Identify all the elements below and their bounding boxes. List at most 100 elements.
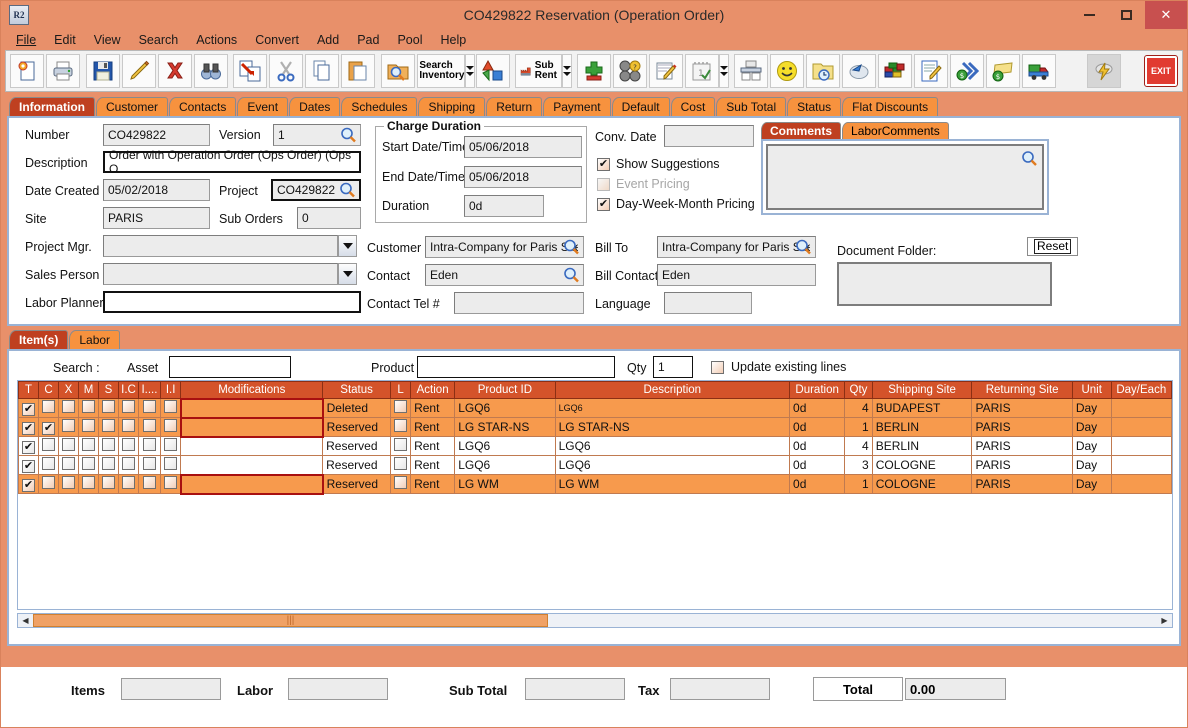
edit-button[interactable]	[121, 54, 156, 88]
row-checkbox-x[interactable]	[62, 419, 75, 432]
row-checkbox-c[interactable]	[42, 476, 55, 489]
minimize-button[interactable]	[1071, 1, 1108, 29]
show-suggestions-checkbox[interactable]: ✔	[597, 157, 610, 171]
sales-person-combo[interactable]	[103, 263, 357, 285]
tab-items[interactable]: Item(s)	[9, 330, 69, 349]
cell-description[interactable]: LGQ6	[554, 436, 791, 456]
tab-sub-total[interactable]: Sub Total	[716, 97, 787, 116]
row-checkbox-l[interactable]	[394, 457, 408, 470]
cell-day_each[interactable]	[1110, 398, 1172, 418]
row-checkbox-l[interactable]	[394, 476, 408, 489]
find-button[interactable]	[193, 54, 228, 88]
grid-header-l[interactable]: L	[390, 381, 412, 399]
project-mgr-field[interactable]	[103, 235, 338, 257]
tab-payment[interactable]: Payment	[543, 97, 611, 116]
table-row[interactable]: ✔ Reserved Rent LG WM LG WM 0d 1 COLOGNE PARIS Da…	[18, 473, 1172, 495]
project-field[interactable]: CO429822	[271, 179, 361, 201]
cell-day_each[interactable]	[1110, 455, 1172, 475]
cell-ii[interactable]	[159, 417, 182, 437]
cell-product_id[interactable]: LG WM	[454, 474, 556, 494]
truck-button[interactable]	[1021, 54, 1056, 88]
folder-clock-button[interactable]	[805, 54, 840, 88]
cell-x[interactable]	[58, 417, 79, 437]
scroll-left-icon[interactable]: ◀	[22, 616, 29, 625]
qty-input[interactable]: 1	[653, 356, 693, 378]
update-existing-checkbox[interactable]	[711, 360, 724, 374]
row-checkbox-m[interactable]	[82, 476, 95, 489]
cell-qty[interactable]: 4	[844, 436, 873, 456]
cell-duration[interactable]: 0d	[789, 417, 846, 437]
cell-l[interactable]	[390, 417, 412, 437]
cell-unit[interactable]: Day	[1071, 474, 1112, 494]
row-checkbox-ic[interactable]	[122, 476, 135, 489]
tab-dates[interactable]: Dates	[289, 97, 341, 116]
row-checkbox-ii[interactable]	[164, 438, 178, 451]
save-button[interactable]	[85, 54, 120, 88]
row-checkbox-ii[interactable]	[163, 400, 177, 413]
smiley-button[interactable]	[769, 54, 804, 88]
print-button[interactable]	[46, 54, 80, 88]
cell-status[interactable]: Reserved	[322, 474, 392, 494]
cell-m[interactable]	[78, 436, 99, 456]
cell-duration[interactable]: 0d	[789, 455, 846, 475]
delete-button[interactable]	[157, 54, 192, 88]
customer-field[interactable]: Intra-Company for Paris Site	[425, 236, 584, 258]
cell-day_each[interactable]	[1110, 436, 1172, 456]
end-date-field[interactable]: 05/06/2018	[464, 166, 582, 188]
cell-x[interactable]	[58, 474, 79, 494]
exit-button[interactable]: EXIT	[1144, 54, 1178, 88]
asset-input[interactable]	[169, 356, 291, 378]
tab-default[interactable]: Default	[611, 97, 670, 116]
cell-description[interactable]: LG STAR-NS	[554, 417, 791, 437]
sub-rent-button[interactable]: Sub Rent	[515, 54, 563, 88]
grid-hscrollbar[interactable]: ◀ ||| ▶	[17, 613, 1173, 628]
report-edit-button[interactable]	[913, 54, 948, 88]
cell-shipping_site[interactable]: BUDAPEST	[871, 398, 973, 418]
cell-t[interactable]: ✔	[18, 474, 39, 494]
cell-duration[interactable]: 0d	[789, 436, 846, 456]
grid-header-modifications[interactable]: Modifications	[180, 381, 324, 399]
database-button[interactable]	[877, 54, 912, 88]
menu-pad[interactable]: Pad	[357, 32, 380, 47]
document-folder-field[interactable]	[837, 262, 1052, 306]
cell-modifications[interactable]	[179, 473, 324, 495]
row-checkbox-ic[interactable]	[122, 457, 135, 470]
cell-i[interactable]	[138, 436, 161, 456]
grid-header-i[interactable]: I....	[138, 381, 161, 399]
tab-labor-comments[interactable]: LaborComments	[842, 122, 949, 139]
table-row[interactable]: ✔ Reserved Rent LGQ6 LGQ6 0d 3 COLOGNE PARIS Day	[18, 455, 1172, 475]
search-icon[interactable]	[339, 182, 356, 199]
cell-product_id[interactable]: LGQ6	[454, 398, 556, 418]
tab-cost[interactable]: Cost	[670, 97, 716, 116]
dwm-pricing-row[interactable]: ✔ Day-Week-Month Pricing	[597, 197, 755, 211]
cell-unit[interactable]: Day	[1071, 455, 1112, 475]
cell-ic[interactable]	[118, 436, 139, 456]
maximize-button[interactable]	[1108, 1, 1145, 29]
grid-header-t[interactable]: T	[18, 381, 39, 399]
row-checkbox-t[interactable]: ✔	[22, 440, 35, 454]
row-checkbox-ic[interactable]	[122, 419, 135, 432]
row-checkbox-m[interactable]	[82, 400, 95, 413]
menu-search[interactable]: Search	[138, 32, 179, 47]
contact-field[interactable]: Eden	[425, 264, 584, 286]
cell-x[interactable]	[58, 455, 79, 475]
cell-s[interactable]	[98, 417, 119, 437]
cell-description[interactable]: LG WM	[554, 474, 791, 494]
cell-x[interactable]	[58, 398, 79, 418]
conv-date-field[interactable]	[664, 125, 754, 147]
cell-c[interactable]	[38, 455, 59, 475]
cell-returning_site[interactable]: PARIS	[971, 474, 1073, 494]
cell-modifications[interactable]	[179, 397, 324, 419]
cell-m[interactable]	[78, 398, 99, 418]
cut-button[interactable]	[269, 54, 304, 88]
sub-orders-field[interactable]: 0	[297, 207, 361, 229]
row-checkbox-l[interactable]	[394, 438, 408, 451]
grid-header-status[interactable]: Status	[322, 381, 392, 399]
cell-l[interactable]	[390, 455, 412, 475]
cell-returning_site[interactable]: PARIS	[971, 417, 1073, 437]
row-checkbox-i[interactable]	[142, 438, 156, 451]
grid-header-action[interactable]: Action	[410, 381, 456, 399]
reset-button[interactable]: Reset	[1027, 237, 1079, 256]
cell-status[interactable]: Reserved	[322, 436, 392, 456]
menu-file[interactable]: File	[16, 32, 37, 47]
